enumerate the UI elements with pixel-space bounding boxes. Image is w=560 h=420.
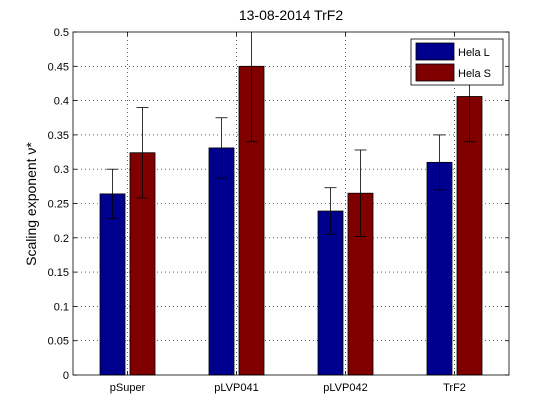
y-tick-label: 0 xyxy=(63,370,69,382)
y-tick-label: 0.25 xyxy=(48,199,69,211)
legend-swatch xyxy=(415,63,455,82)
y-tick-label: 0.3 xyxy=(54,164,69,176)
y-tick-label: 0.5 xyxy=(54,27,69,39)
x-tick-label: pSuper xyxy=(110,382,146,394)
bar xyxy=(99,193,126,376)
chart-title: 13-08-2014 TrF2 xyxy=(239,7,343,23)
bars xyxy=(99,65,483,376)
x-tick-label: pLVP041 xyxy=(214,382,258,394)
error-bars xyxy=(106,32,476,237)
y-tick-label: 0.2 xyxy=(54,233,69,245)
y-tick-label: 0.4 xyxy=(54,96,69,108)
y-tick-label: 0.15 xyxy=(48,267,69,279)
y-tick-label: 0.45 xyxy=(48,61,69,73)
plot-frame xyxy=(72,31,510,376)
bar xyxy=(317,210,344,376)
legend: Hela L Hela S xyxy=(410,38,504,86)
bar xyxy=(426,161,453,376)
bar xyxy=(208,147,235,376)
y-tick-label: 0.05 xyxy=(48,336,69,348)
y-tick-label: 0.35 xyxy=(48,130,69,142)
axes: 0 0.05 0.1 0.15 0.2 0.25 0.3 0.35 0.4 0.45 0.5 pSup… xyxy=(48,27,510,394)
legend-label: Hela S xyxy=(458,68,491,80)
x-tick-label: pLVP042 xyxy=(323,382,367,394)
legend-swatch xyxy=(415,42,455,61)
x-tick-label: TrF2 xyxy=(443,382,466,394)
legend-label: Hela L xyxy=(458,47,490,59)
y-axis-label: Scaling exponent ν* xyxy=(23,142,39,266)
y-tick-label: 0.1 xyxy=(54,301,69,313)
